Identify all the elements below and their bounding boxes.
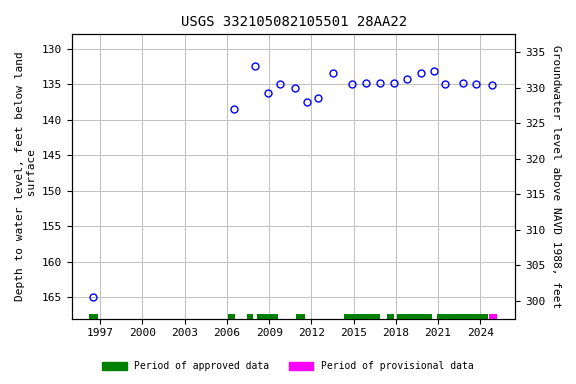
Title: USGS 332105082105501 28AA22: USGS 332105082105501 28AA22 [181, 15, 407, 29]
Legend: Period of approved data, Period of provisional data: Period of approved data, Period of provi… [98, 358, 478, 375]
Y-axis label: Depth to water level, feet below land
 surface: Depth to water level, feet below land su… [15, 51, 37, 301]
Y-axis label: Groundwater level above NAVD 1988, feet: Groundwater level above NAVD 1988, feet [551, 45, 561, 308]
